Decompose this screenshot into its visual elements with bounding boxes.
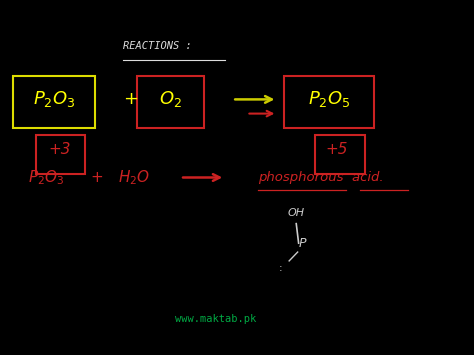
Text: $O_2$: $O_2$ bbox=[159, 89, 182, 109]
Text: $P_2O_5$: $P_2O_5$ bbox=[308, 89, 351, 109]
Text: +3: +3 bbox=[48, 142, 71, 157]
Text: :: : bbox=[279, 263, 283, 273]
Text: OH: OH bbox=[288, 208, 305, 218]
Text: +: + bbox=[123, 91, 138, 108]
Text: $H_2O$: $H_2O$ bbox=[118, 168, 151, 187]
Text: $P_2O_3$: $P_2O_3$ bbox=[28, 168, 65, 187]
Text: www.maktab.pk: www.maktab.pk bbox=[175, 315, 256, 324]
Text: REACTIONS :: REACTIONS : bbox=[123, 41, 192, 51]
Text: phosphorous  acid.: phosphorous acid. bbox=[258, 171, 384, 184]
Text: P: P bbox=[299, 237, 306, 250]
Text: +: + bbox=[91, 170, 103, 185]
Text: +5: +5 bbox=[325, 142, 348, 157]
Text: $P_2O_3$: $P_2O_3$ bbox=[33, 89, 76, 109]
